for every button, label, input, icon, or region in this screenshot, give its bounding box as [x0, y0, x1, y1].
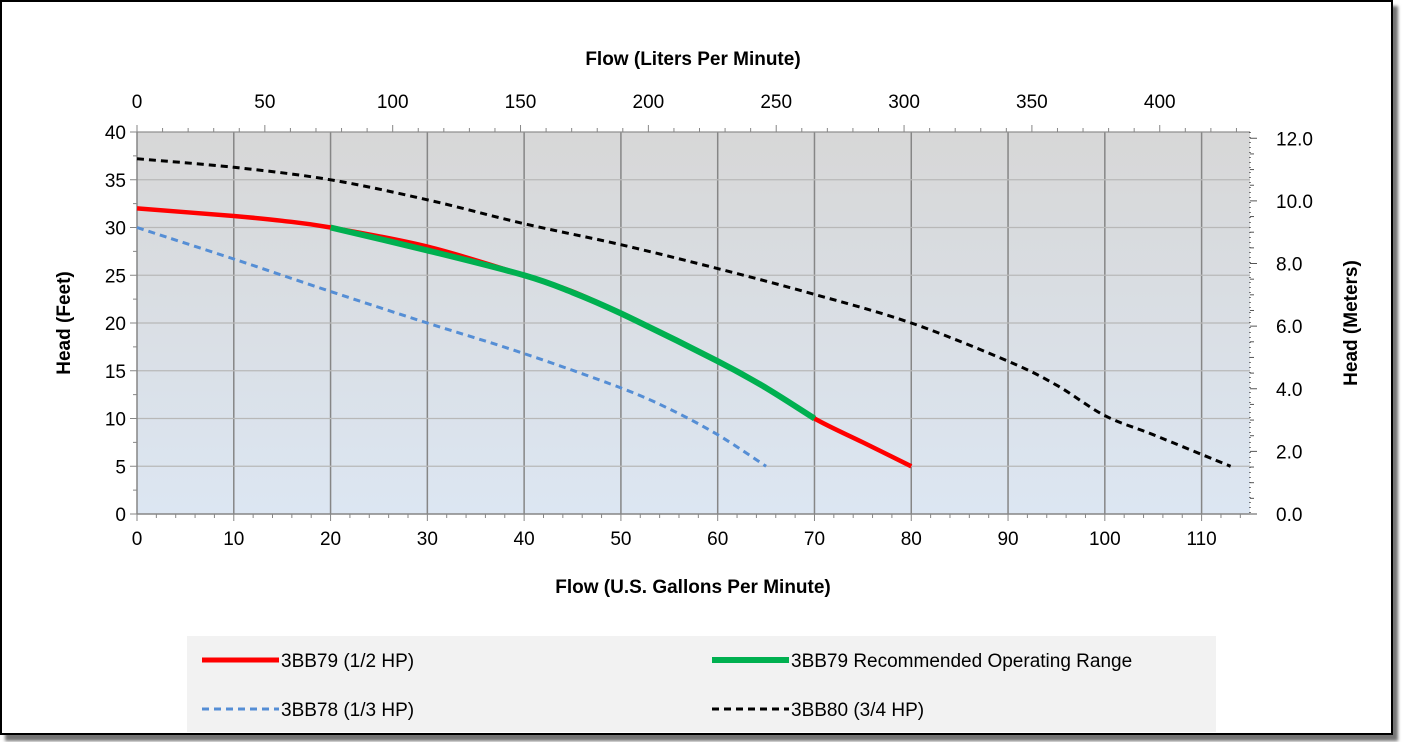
tick-marks	[130, 125, 1257, 521]
series-3bb80-line	[136, 157, 1232, 468]
x2-tick-label: 50	[254, 92, 275, 113]
x2-tick-label: 250	[760, 92, 792, 113]
legend-label-3bb79-range: 3BB79 Recommended Operating Range	[791, 651, 1132, 672]
x-tick-label: 30	[417, 529, 438, 550]
legend-item-3bb79-range: 3BB79 Recommended Operating Range	[712, 651, 1132, 672]
legend-background	[187, 636, 1216, 732]
y2-tick-label: 12.0	[1276, 129, 1313, 150]
legend-label-3bb78: 3BB78 (1/3 HP)	[281, 700, 414, 721]
y2-tick-label: 8.0	[1276, 255, 1302, 276]
y-axis-title: Head (Feet)	[54, 271, 75, 374]
top-axis-title: Flow (Liters Per Minute)	[585, 49, 800, 70]
y2-tick-label: 10.0	[1276, 192, 1313, 213]
series-layer	[136, 157, 1232, 469]
x2-tick-label: 200	[633, 92, 665, 113]
x-tick-label: 60	[707, 529, 728, 550]
legend-item-3bb79: 3BB79 (1/2 HP)	[202, 651, 414, 672]
x-tick-label: 70	[804, 529, 825, 550]
legend-label-3bb80: 3BB80 (3/4 HP)	[791, 700, 924, 721]
series-3bb79-range-line	[329, 224, 817, 422]
legend-item-3bb78: 3BB78 (1/3 HP)	[202, 700, 414, 721]
x-tick-label: 40	[514, 529, 535, 550]
y-tick-label: 0	[115, 505, 126, 526]
y-tick-label: 20	[105, 314, 126, 335]
y2-tick-label: 2.0	[1276, 442, 1302, 463]
y-tick-label: 35	[105, 171, 126, 192]
y-tick-label: 25	[105, 266, 126, 287]
tick-labels: 0 10 20 30 40 50 60 70 80 90 100 110 0 5 10 15 20 25 30 35 4…	[105, 92, 1313, 550]
x-tick-label: 50	[610, 529, 631, 550]
y-tick-label: 40	[105, 123, 126, 144]
x-tick-label: 10	[223, 529, 244, 550]
y2-tick-label: 4.0	[1276, 380, 1302, 401]
y2-tick-label: 0.0	[1276, 505, 1302, 526]
x-tick-label: 80	[901, 529, 922, 550]
x-tick-label: 20	[320, 529, 341, 550]
y2-axis-title: Head (Meters)	[1341, 260, 1362, 386]
x-tick-label: 0	[132, 529, 143, 550]
x-tick-label: 110	[1186, 529, 1216, 550]
x-tick-label: 100	[1089, 529, 1121, 550]
y-tick-label: 10	[105, 410, 126, 431]
x2-tick-label: 400	[1144, 92, 1176, 113]
y-tick-label: 30	[105, 219, 126, 240]
x-tick-label: 90	[997, 529, 1018, 550]
x2-tick-label: 100	[377, 92, 409, 113]
x2-tick-label: 150	[505, 92, 537, 113]
x2-tick-label: 350	[1016, 92, 1048, 113]
legend-item-3bb80: 3BB80 (3/4 HP)	[712, 700, 924, 721]
x-axis-title: Flow (U.S. Gallons Per Minute)	[555, 577, 831, 598]
y2-tick-label: 6.0	[1276, 317, 1302, 338]
legend-label-3bb79: 3BB79 (1/2 HP)	[281, 651, 414, 672]
x2-tick-label: 0	[132, 92, 143, 113]
x2-tick-label: 300	[888, 92, 920, 113]
legend: 3BB79 (1/2 HP) 3BB79 Recommended Operati…	[187, 636, 1216, 732]
y-tick-label: 15	[105, 362, 126, 383]
y-tick-label: 5	[115, 457, 126, 478]
series-3bb78-line	[136, 226, 767, 468]
